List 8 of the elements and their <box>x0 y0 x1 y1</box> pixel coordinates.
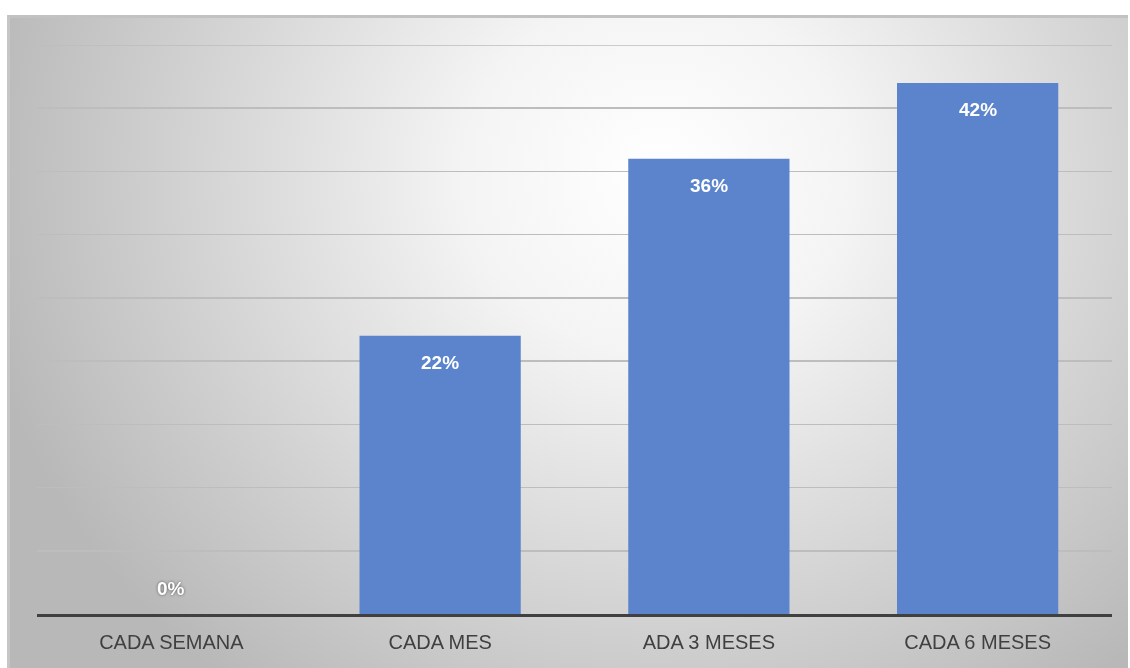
x-tick-label: ADA 3 MESES <box>642 631 776 653</box>
x-tick-label: CADA MES <box>388 631 492 653</box>
x-tick-label: CADA SEMANA <box>99 631 245 653</box>
x-tick-label: CADA 6 MESES <box>904 631 1051 653</box>
data-label: 0% <box>157 578 185 599</box>
data-label: 42% <box>959 99 998 120</box>
data-label: 36% <box>690 175 729 196</box>
data-label: 22% <box>421 352 460 373</box>
